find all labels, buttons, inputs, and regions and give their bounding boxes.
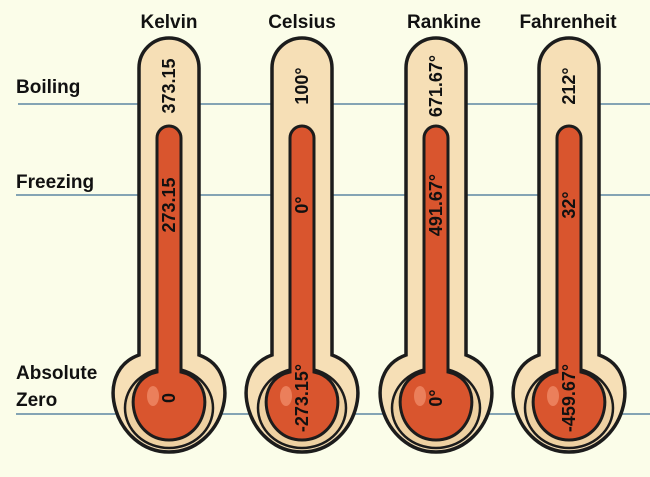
kelvin-boiling-value: 373.15 — [159, 58, 179, 113]
fahrenheit-mercury — [531, 124, 607, 442]
absolute-zero-label-line2: Zero — [16, 390, 58, 411]
celsius-title: Celsius — [268, 12, 336, 33]
celsius-freezing-value: 0° — [292, 196, 312, 213]
kelvin-freezing-value: 273.15 — [159, 177, 179, 232]
celsius-thermometer: 100° 0° -273.15° — [244, 36, 360, 454]
fahrenheit-title: Fahrenheit — [519, 12, 617, 33]
rankine-thermometer: 671.67° 491.67° 0° — [378, 36, 494, 454]
rankine-bulb-highlight — [414, 386, 426, 406]
celsius-mercury — [264, 124, 340, 442]
celsius-bulb-highlight — [280, 386, 292, 406]
fahrenheit-thermometer: 212° 32° -459.67° — [511, 36, 627, 454]
rankine-absolute-zero-value: 0° — [426, 389, 446, 406]
rankine-title: Rankine — [407, 12, 481, 33]
fahrenheit-freezing-value: 32° — [559, 191, 579, 218]
thermometers: 373.15 273.15 0 100° 0° -273.15° 671.67° 491.67… — [111, 36, 627, 454]
kelvin-title: Kelvin — [140, 12, 198, 33]
celsius-absolute-zero-value: -273.15° — [292, 364, 312, 432]
kelvin-mercury — [131, 124, 207, 442]
fahrenheit-absolute-zero-value: -459.67° — [559, 364, 579, 432]
kelvin-thermometer: 373.15 273.15 0 — [111, 36, 227, 454]
kelvin-absolute-zero-value: 0 — [159, 393, 179, 403]
celsius-boiling-value: 100° — [292, 67, 312, 104]
rankine-freezing-value: 491.67° — [426, 174, 446, 236]
fahrenheit-bulb-highlight — [547, 386, 559, 406]
boiling-label: Boiling — [16, 77, 81, 98]
fahrenheit-boiling-value: 212° — [559, 67, 579, 104]
freezing-label: Freezing — [16, 172, 95, 193]
rankine-boiling-value: 671.67° — [426, 55, 446, 117]
rankine-mercury — [398, 124, 474, 442]
absolute-zero-label-line1: Absolute — [16, 363, 98, 384]
kelvin-bulb-highlight — [147, 386, 159, 406]
